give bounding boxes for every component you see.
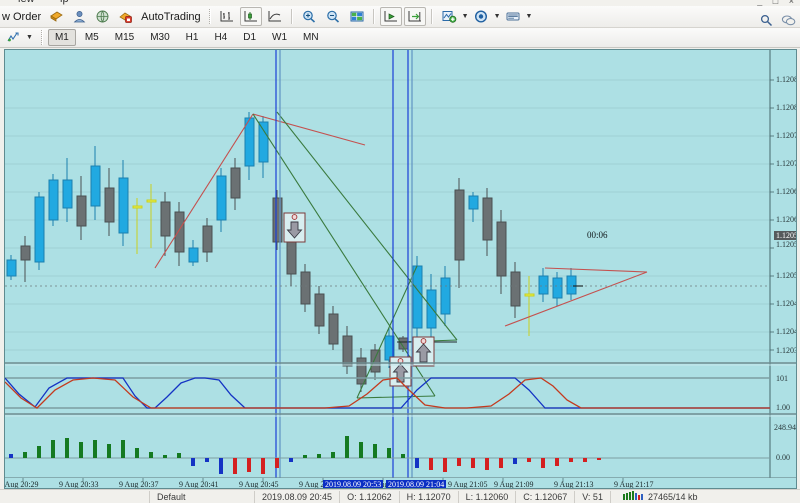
price-tick-9: 1.12040 bbox=[776, 327, 796, 336]
toolbar-right-group bbox=[760, 14, 796, 32]
new-order-button[interactable]: w Order bbox=[2, 10, 42, 23]
time-tick-12: 9 Aug 21:17 bbox=[614, 480, 654, 488]
toolbar-separator-3 bbox=[372, 9, 375, 24]
zoom-in-icon[interactable] bbox=[298, 7, 320, 26]
status-connection-text: 27465/14 kb bbox=[647, 491, 698, 502]
price-axis-ticks bbox=[770, 79, 774, 351]
time-tick-2: 9 Aug 20:37 bbox=[119, 480, 159, 488]
price-tick-4: 1.12065 bbox=[776, 187, 796, 196]
status-volume: V: 51 bbox=[575, 490, 611, 503]
crosshair-icon[interactable] bbox=[2, 28, 24, 47]
current-price-label: 1.12056 bbox=[774, 231, 796, 240]
time-tick-9: 9 Aug 21:05 bbox=[448, 480, 488, 488]
templates-dropdown-caret[interactable]: ▼ bbox=[525, 13, 533, 20]
signal-bars-icon bbox=[622, 490, 645, 503]
zoom-out-icon[interactable] bbox=[322, 7, 344, 26]
window-controls[interactable]: _ □ × bbox=[757, 0, 798, 6]
histogram-bars bbox=[9, 436, 601, 474]
price-tick-0: 1.12085 bbox=[776, 75, 796, 84]
time-tick-1: 9 Aug 20:33 bbox=[59, 480, 99, 488]
status-empty bbox=[0, 490, 150, 503]
indicator1-tick-bottom: 1.00 bbox=[776, 403, 790, 412]
price-tick-1: 1.12080 bbox=[776, 103, 796, 112]
trendlines-green bbox=[252, 111, 458, 399]
indicator1-tick-top: 101 bbox=[776, 374, 788, 383]
timeframe-separator bbox=[40, 30, 43, 45]
timeframe-m1[interactable]: M1 bbox=[47, 29, 76, 46]
chart-svg bbox=[5, 50, 796, 488]
toolbar-separator-1 bbox=[208, 9, 211, 24]
trendlines-red bbox=[154, 113, 648, 327]
status-close: C: 1.12067 bbox=[516, 490, 576, 503]
vertical-lines bbox=[275, 50, 413, 488]
sell-signal-marker bbox=[283, 212, 306, 243]
price-tick-10: 1.12035 bbox=[776, 346, 796, 355]
period-dropdown-caret[interactable]: ▼ bbox=[493, 13, 501, 20]
bar-chart-icon[interactable] bbox=[216, 7, 238, 26]
toolbar-separator-4 bbox=[430, 9, 433, 24]
timeframe-m5[interactable]: M5 bbox=[84, 32, 99, 43]
price-tick-3: 1.12070 bbox=[776, 159, 796, 168]
buy-signal-marker-1 bbox=[412, 336, 435, 367]
menu-item-help[interactable]: lp bbox=[60, 0, 69, 5]
status-low: L: 1.12060 bbox=[459, 490, 517, 503]
chart-canvas[interactable]: 1.12085 1.12080 1.12075 1.12070 1.12065 … bbox=[5, 50, 796, 488]
menu-item-view[interactable]: iew bbox=[18, 0, 35, 5]
time-tick-10: 9 Aug 21:09 bbox=[494, 480, 534, 488]
chart-window[interactable]: 1.12085 1.12080 1.12075 1.12070 1.12065 … bbox=[4, 49, 797, 489]
globe-icon[interactable] bbox=[92, 7, 113, 26]
price-tick-5: 1.12060 bbox=[776, 215, 796, 224]
status-bar: Default 2019.08.09 20:45 O: 1.12062 H: 1… bbox=[0, 489, 800, 503]
status-open: O: 1.12062 bbox=[340, 490, 400, 503]
menu-bar: iew lp _ □ × bbox=[0, 0, 800, 6]
candlestick-series bbox=[6, 112, 577, 392]
timeframe-toolbar: ▼ M1 M5 M15 M30 H1 H4 D1 W1 MN bbox=[0, 28, 800, 48]
period-icon[interactable] bbox=[470, 7, 492, 26]
time-tick-0: 9 Aug 20:29 bbox=[5, 480, 39, 488]
price-tick-8: 1.12045 bbox=[776, 299, 796, 308]
timeframe-h1[interactable]: H1 bbox=[185, 32, 199, 43]
indicators-dropdown-caret[interactable]: ▼ bbox=[461, 13, 469, 20]
auto-scroll-icon[interactable] bbox=[379, 7, 402, 26]
line-chart-icon[interactable] bbox=[264, 7, 286, 26]
price-tick-2: 1.12075 bbox=[776, 131, 796, 140]
timeframe-mn[interactable]: MN bbox=[303, 32, 319, 43]
strategy-tester-icon[interactable] bbox=[69, 7, 90, 26]
timeframe-w1[interactable]: W1 bbox=[272, 32, 288, 43]
autotrading-icon[interactable] bbox=[115, 7, 136, 26]
status-high: H: 1.12070 bbox=[400, 490, 459, 503]
indicator-pane-1 bbox=[5, 362, 796, 409]
crosshair-dropdown-caret[interactable]: ▼ bbox=[26, 34, 33, 41]
price-tick-6: 1.12055 bbox=[776, 240, 796, 249]
toolbar-separator-2 bbox=[290, 9, 293, 24]
indicator2-tick-bottom: 0.00 bbox=[776, 453, 790, 462]
tile-windows-icon[interactable] bbox=[346, 7, 368, 26]
time-tick-11: 9 Aug 21:13 bbox=[554, 480, 594, 488]
chart-shift-icon[interactable] bbox=[403, 7, 426, 26]
new-order-icon[interactable] bbox=[46, 7, 67, 26]
time-tick-3: 9 Aug 20:41 bbox=[179, 480, 219, 488]
chat-icon[interactable] bbox=[781, 14, 796, 32]
timeframe-h4[interactable]: H4 bbox=[214, 32, 228, 43]
search-icon[interactable] bbox=[760, 14, 773, 32]
bar-countdown-timer: 00:06 bbox=[587, 230, 608, 240]
main-toolbar: w Order bbox=[0, 6, 800, 28]
candlestick-chart-icon[interactable] bbox=[239, 7, 262, 26]
timeframe-m30[interactable]: M30 bbox=[150, 32, 170, 43]
timeframe-d1[interactable]: D1 bbox=[243, 32, 257, 43]
timeframe-m15[interactable]: M15 bbox=[114, 32, 135, 43]
price-tick-7: 1.12050 bbox=[776, 271, 796, 280]
status-profile[interactable]: Default bbox=[150, 490, 255, 503]
status-bar-time: 2019.08.09 20:45 bbox=[255, 490, 341, 503]
status-connection[interactable]: 27465/14 kb bbox=[611, 490, 705, 503]
autotrading-label[interactable]: AutoTrading bbox=[141, 10, 201, 23]
indicators-icon[interactable] bbox=[438, 7, 460, 26]
time-tick-5: 9 Aug 20:49 bbox=[299, 480, 339, 488]
time-highlight-0: 2019.08.09 20:53 bbox=[323, 480, 384, 488]
time-tick-4: 9 Aug 20:45 bbox=[239, 480, 279, 488]
indicator2-tick-top: 248.9428 bbox=[774, 423, 796, 432]
time-highlight-1: 2019.08.09 21:04 bbox=[386, 480, 447, 488]
templates-icon[interactable] bbox=[502, 7, 524, 26]
